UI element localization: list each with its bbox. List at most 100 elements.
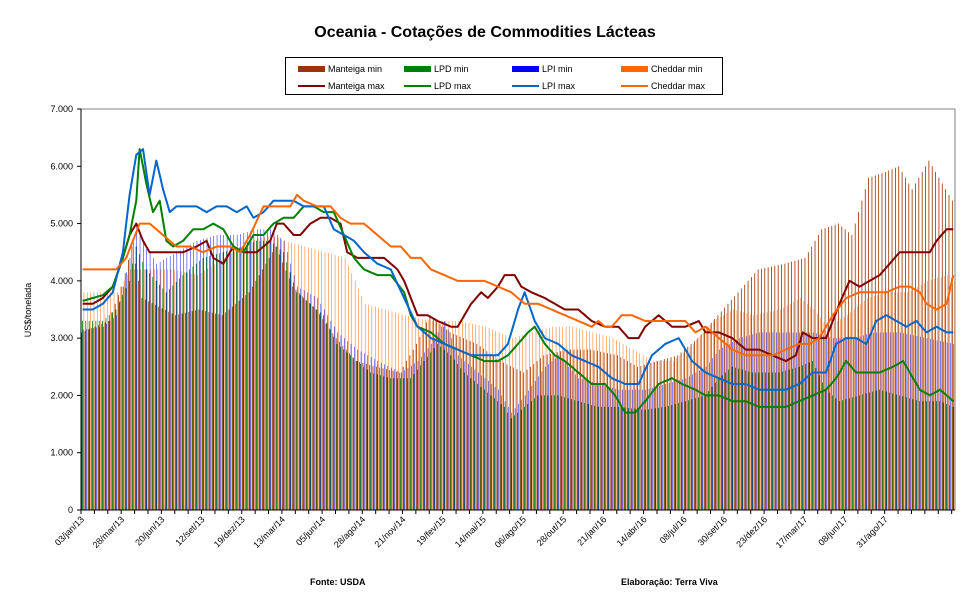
bar-lpd-min [798, 366, 800, 510]
bar-manteiga-min [627, 361, 628, 510]
bar-manteiga-min [650, 362, 652, 510]
bar-lpd-min [560, 396, 562, 510]
bar-manteiga-min [657, 361, 659, 510]
bar-manteiga-min [118, 295, 119, 510]
bar-lpd-min [661, 407, 663, 510]
bar-lpd-min [935, 401, 937, 510]
bar-manteiga-min [389, 370, 391, 510]
bar-manteiga-min [617, 355, 618, 510]
bar-lpd-min [199, 260, 201, 510]
bar-lpd-min [209, 256, 211, 510]
bar-lpd-min [416, 369, 418, 510]
bar-lpd-min [832, 395, 833, 510]
bar-manteiga-min [386, 369, 387, 510]
bar-lpd-min [380, 375, 381, 510]
bar-manteiga-min [111, 312, 113, 510]
bar-lpd-min [812, 361, 813, 510]
bar-manteiga-min [814, 240, 816, 510]
legend-item-lpi-min: LPI min [512, 64, 573, 74]
bar-lpd-min [751, 372, 753, 510]
bar-lpd-min [654, 408, 656, 510]
y-tick-label: 1.000 [50, 448, 73, 458]
legend-swatch-manteiga-max [298, 85, 325, 87]
bar-manteiga-min [141, 298, 143, 510]
bar-manteiga-min [242, 298, 243, 510]
bar-manteiga-min [181, 313, 183, 510]
bar-manteiga-min [151, 303, 153, 510]
bar-manteiga-min [633, 364, 635, 510]
bar-lpd-min [611, 406, 612, 510]
bar-manteiga-min [834, 224, 836, 510]
bar-lpd-min [731, 366, 733, 510]
bar-manteiga-min [171, 313, 173, 510]
bar-manteiga-min [248, 292, 250, 510]
bar-lpd-min [259, 240, 261, 510]
bar-lpd-min [624, 407, 626, 510]
bar-manteiga-min [888, 170, 890, 510]
bar-lpd-min [701, 396, 703, 510]
bar-lpd-min [946, 404, 947, 510]
bar-manteiga-min [432, 318, 434, 510]
bar-manteiga-min [610, 353, 612, 510]
bar-manteiga-min [228, 309, 230, 510]
bar-lpd-min [845, 399, 847, 510]
bar-lpd-min [647, 409, 649, 510]
bar-lpd-min [128, 280, 130, 510]
x-tick-label: 19/fev/15 [414, 514, 447, 547]
bar-lpd-min [641, 409, 643, 510]
bar-manteiga-min [687, 346, 689, 510]
bar-lpd-min [925, 401, 927, 510]
bar-lpd-min [879, 389, 880, 510]
bar-lpd-min [390, 378, 391, 510]
bar-lpd-min [185, 272, 187, 510]
bar-lpd-min [678, 403, 679, 510]
bar-manteiga-min [469, 341, 471, 510]
bar-lpd-min [205, 256, 207, 510]
bar-lpd-min [175, 282, 177, 510]
bar-manteiga-min [175, 315, 176, 510]
bar-manteiga-min [714, 319, 715, 510]
bar-manteiga-min [647, 363, 648, 510]
bar-lpd-min [393, 378, 395, 510]
x-tick-label: 08/jul/16 [658, 514, 689, 545]
bar-manteiga-min [131, 246, 133, 511]
bar-lpd-min [902, 396, 904, 510]
bar-lpd-min [493, 398, 495, 510]
bar-manteiga-min [275, 246, 277, 511]
bar-lpd-min [406, 378, 408, 510]
bar-lpd-min [892, 393, 894, 510]
legend-label: LPD min [434, 64, 469, 74]
y-tick-label: 2.000 [50, 390, 73, 400]
bar-lpd-min [778, 372, 780, 510]
bar-manteiga-min [874, 175, 876, 510]
bar-manteiga-min [158, 306, 160, 510]
bar-lpd-min [711, 386, 713, 510]
bar-manteiga-min [928, 160, 930, 510]
bar-lpd-min [771, 372, 773, 510]
bar-lpd-min [467, 375, 468, 510]
bar-lpd-min [644, 409, 646, 510]
source-note: Fonte: USDA [310, 577, 366, 587]
bar-lpd-min [149, 273, 150, 510]
legend-swatch-cheddar-max [621, 85, 648, 87]
bar-lpd-min [189, 269, 191, 510]
bar-manteiga-min [871, 176, 873, 510]
bar-lpd-min [326, 322, 328, 510]
bar-lpd-min [617, 406, 619, 510]
legend-label: Manteiga min [328, 64, 383, 74]
bar-lpd-min [450, 355, 452, 510]
bar-lpd-min [651, 408, 653, 510]
bar-lpd-min [135, 246, 137, 511]
bar-manteiga-min [781, 264, 782, 510]
bar-manteiga-min [630, 362, 632, 510]
bar-lpd-min [939, 401, 941, 510]
bar-manteiga-min [727, 303, 729, 510]
bar-manteiga-min [717, 315, 719, 510]
bar-lpd-min [222, 252, 224, 510]
bar-lpd-min [591, 404, 592, 510]
bar-manteiga-min [550, 353, 551, 510]
bar-manteiga-min [680, 352, 682, 510]
bar-manteiga-min [677, 355, 679, 510]
bar-lpd-min [333, 336, 335, 510]
bar-manteiga-min [108, 320, 109, 510]
